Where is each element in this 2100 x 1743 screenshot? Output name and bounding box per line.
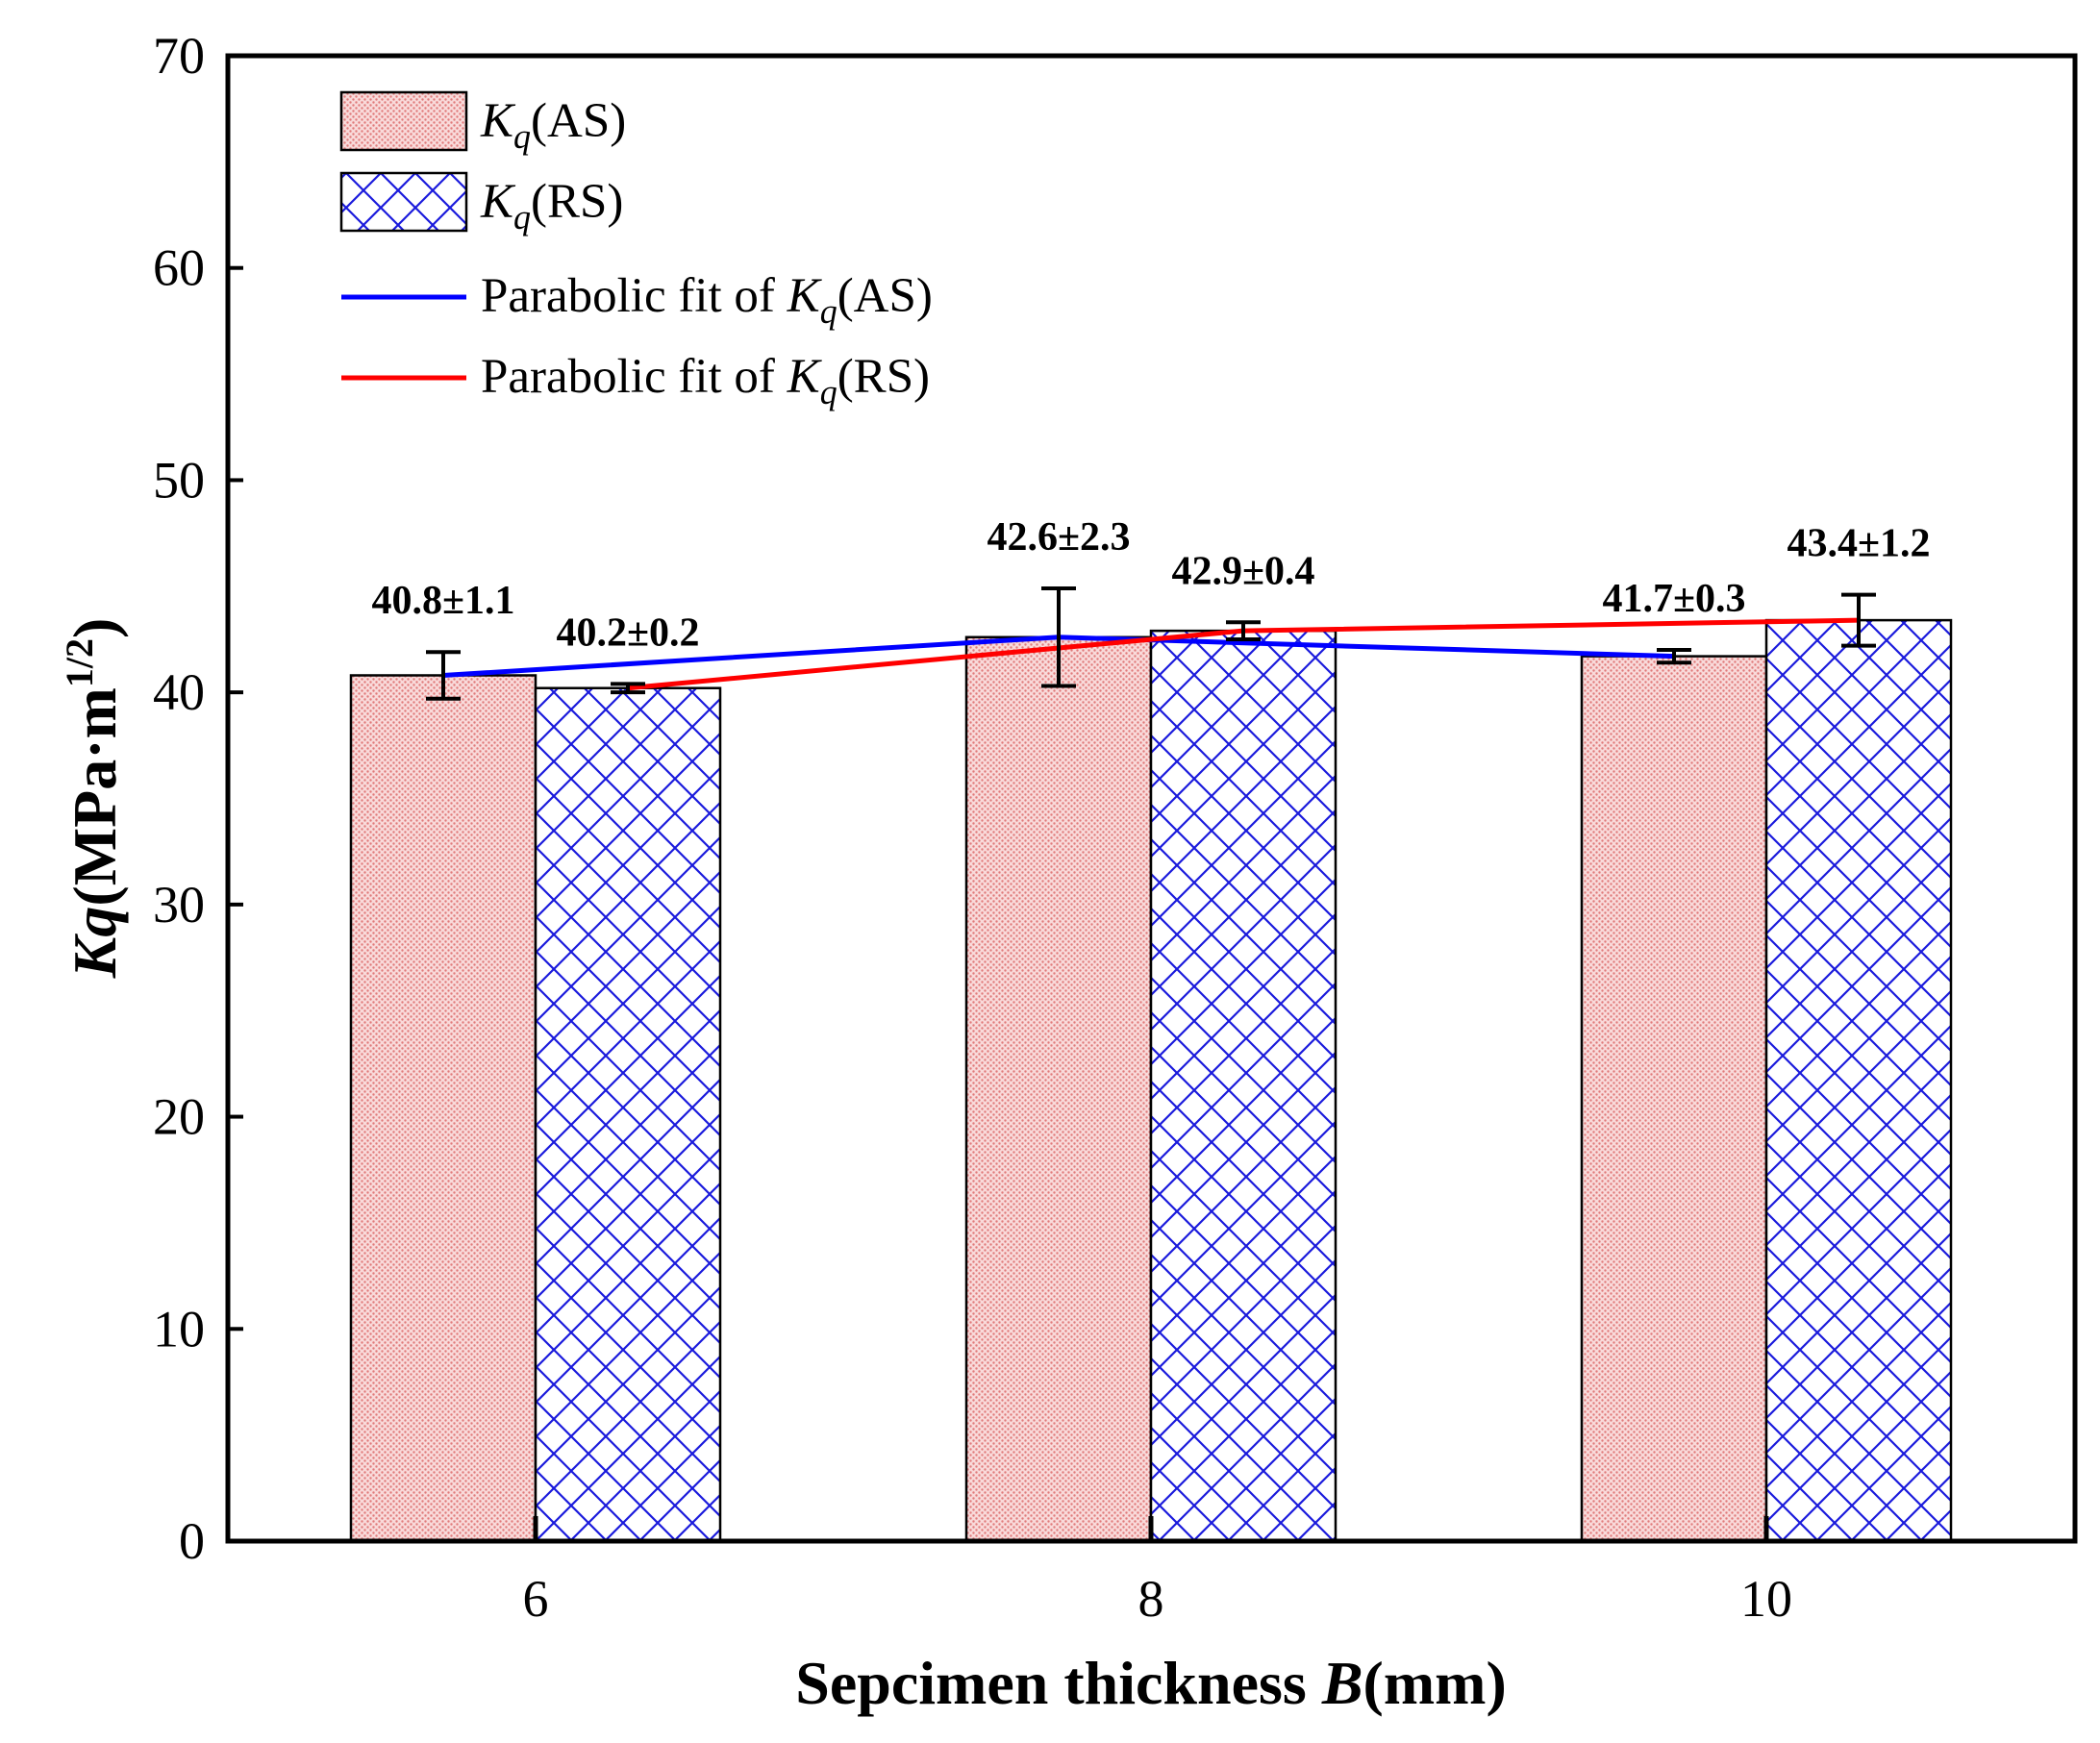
legend-label-kq-rs-rest: (RS): [531, 175, 623, 229]
y-axis-title-exponent: 1/2: [58, 638, 101, 687]
legend-label-fit-as-rest: (AS): [838, 269, 933, 323]
data-label-rs-10: 43.4±1.2: [1787, 522, 1930, 566]
legend-label-kq-rs-k: K: [480, 175, 516, 229]
bar-rs-6: [534, 686, 722, 1543]
y-tick-label-0: 0: [179, 1512, 205, 1570]
x-axis: 6 8 10: [523, 1516, 1792, 1628]
y-tick-label-20: 20: [153, 1088, 205, 1146]
bar-rs-8: [1149, 629, 1338, 1543]
data-label-rs-6: 40.2±0.2: [556, 610, 699, 655]
legend-label-kq-as-sub: q: [513, 117, 531, 156]
legend-label-fit-rs: Parabolic fit of Kq(RS): [481, 350, 930, 411]
legend-swatch-kq-as: [339, 90, 468, 152]
y-axis-title-unit: (MPa·m: [61, 687, 129, 906]
x-tick-label-10: 10: [1740, 1570, 1792, 1628]
legend-label-fit-rs-pre: Parabolic fit of: [481, 350, 788, 404]
legend-label-kq-as-k: K: [480, 94, 516, 148]
legend-label-kq-as-rest: (AS): [531, 94, 626, 148]
bars-layer: [349, 618, 1953, 1543]
legend-label-fit-as: Parabolic fit of Kq(AS): [481, 269, 933, 331]
legend-label-fit-as-k: K: [787, 269, 823, 323]
x-tick-label-8: 8: [1138, 1570, 1164, 1628]
y-tick-label-30: 30: [153, 876, 205, 934]
y-tick-label-60: 60: [153, 239, 205, 297]
legend-label-fit-rs-k: K: [787, 350, 823, 404]
y-tick-label-50: 50: [153, 451, 205, 509]
legend-label-fit-rs-rest: (RS): [838, 350, 930, 404]
data-labels-layer: 40.8±1.1 42.6±2.3 41.7±0.3 40.2±0.2 42.9±0.4…: [371, 515, 1930, 655]
y-axis-title: Kq(MPa·m1/2): [58, 618, 129, 980]
legend-label-fit-rs-sub: q: [820, 373, 838, 411]
error-bars-layer: [426, 585, 1876, 701]
legend-label-kq-rs: Kq(RS): [480, 175, 623, 237]
legend: Kq(AS) Kq(RS) Parabolic fit of Kq(AS) Pa…: [339, 90, 933, 411]
y-axis-title-close: ): [61, 618, 129, 638]
bar-as-10: [1580, 655, 1768, 1543]
legend-label-kq-as: Kq(AS): [480, 94, 626, 156]
legend-label-kq-rs-sub: q: [513, 198, 531, 237]
bar-rs-10: [1764, 618, 1953, 1543]
legend-label-fit-as-pre: Parabolic fit of: [481, 269, 788, 323]
data-label-rs-8: 42.9±0.4: [1171, 549, 1314, 593]
y-axis-title-variable: Kq: [61, 907, 129, 980]
y-tick-label-40: 40: [153, 663, 205, 721]
x-axis-title-unit: (mm): [1363, 1649, 1507, 1717]
x-tick-label-6: 6: [523, 1570, 549, 1628]
y-axis: 0 10 20 30 40 50 60 70: [153, 27, 243, 1570]
bar-as-8: [964, 635, 1153, 1543]
x-axis-title-main: Sepcimen thickness: [795, 1649, 1322, 1717]
data-label-as-10: 41.7±0.3: [1602, 577, 1745, 621]
data-label-as-6: 40.8±1.1: [371, 579, 514, 623]
bar-as-6: [349, 674, 538, 1543]
data-label-as-8: 42.6±2.3: [987, 515, 1130, 560]
y-tick-label-70: 70: [153, 27, 205, 85]
legend-swatch-kq-rs: [339, 171, 468, 233]
x-axis-title-variable: B: [1321, 1649, 1363, 1717]
legend-label-fit-as-sub: q: [820, 292, 838, 331]
x-axis-title: Sepcimen thickness B(mm): [795, 1649, 1507, 1717]
y-tick-label-10: 10: [153, 1300, 205, 1357]
